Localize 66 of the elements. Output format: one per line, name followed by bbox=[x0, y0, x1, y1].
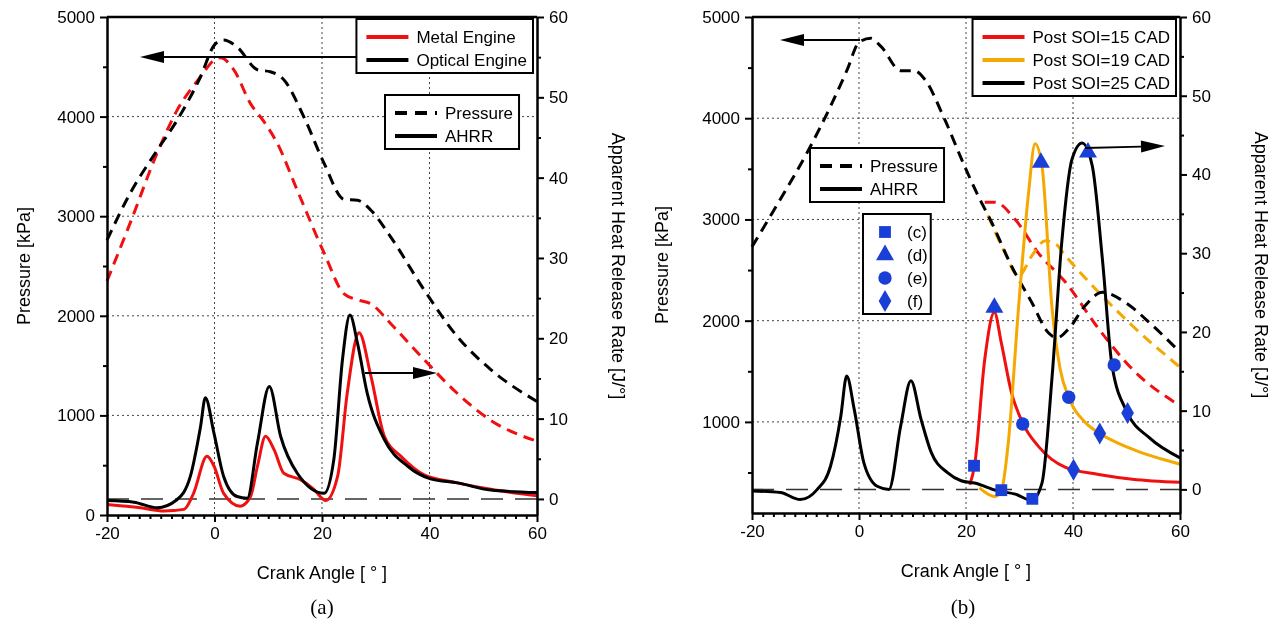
text: (b) bbox=[950, 595, 976, 619]
point bbox=[1016, 417, 1030, 431]
y-tick-label: 5000 bbox=[702, 7, 740, 27]
y2-tick-label: 20 bbox=[549, 329, 568, 349]
y2-tick-label: 0 bbox=[549, 489, 559, 509]
point bbox=[1031, 152, 1050, 168]
annotation: AHRR bbox=[870, 180, 919, 199]
x-tick-label: -20 bbox=[95, 524, 120, 544]
y-axis-title: Pressure [kPa] bbox=[652, 205, 672, 325]
point bbox=[1062, 390, 1076, 404]
y2-tick-label: 50 bbox=[1192, 86, 1211, 106]
y-tick-label: 5000 bbox=[57, 7, 95, 27]
x-tick-label: 40 bbox=[420, 524, 440, 544]
y2-tick-label: 40 bbox=[549, 168, 568, 188]
point bbox=[1078, 142, 1097, 158]
annotation: Pressure bbox=[445, 104, 514, 123]
x-axis-title: Crank Angle [ ° ] bbox=[900, 561, 1032, 581]
y2-tick-label: 60 bbox=[549, 7, 568, 27]
point bbox=[995, 484, 1008, 497]
y2-tick-label: 20 bbox=[1192, 322, 1211, 342]
y2-tick-label: 60 bbox=[1192, 7, 1211, 27]
point bbox=[985, 297, 1004, 313]
y2-axis-title: Apparent Heat Release Rate [J/°] bbox=[608, 132, 628, 400]
y2-tick-label: 30 bbox=[1192, 244, 1211, 264]
y2-axis-title: Apparent Heat Release Rate [J/°] bbox=[1251, 131, 1271, 399]
y-tick-label: 2000 bbox=[702, 311, 740, 331]
x-tick-label: 20 bbox=[313, 524, 332, 544]
y-axis-title: Pressure [kPa] bbox=[14, 206, 34, 326]
y-tick-label: 0 bbox=[85, 505, 95, 525]
y2-tick-label: 10 bbox=[549, 409, 568, 429]
x-axis-title: Crank Angle [ ° ] bbox=[256, 563, 388, 583]
point bbox=[968, 459, 980, 472]
y-tick-label: 1000 bbox=[57, 406, 95, 426]
legend-label: (f) bbox=[907, 292, 924, 311]
x-tick-label: 20 bbox=[957, 522, 976, 542]
x-tick-label: 0 bbox=[854, 522, 865, 542]
y-tick-label: 3000 bbox=[702, 210, 740, 230]
y2-tick-label: 0 bbox=[1192, 480, 1202, 500]
x-tick-label: 60 bbox=[528, 524, 547, 544]
legend-label: (d) bbox=[907, 246, 928, 265]
x-tick-label: 60 bbox=[1171, 522, 1190, 542]
y-tick-label: 4000 bbox=[702, 109, 740, 129]
annotation: AHRR bbox=[445, 127, 494, 146]
y-tick-label: 2000 bbox=[57, 306, 95, 326]
legend-label: (c) bbox=[907, 223, 927, 242]
line-series bbox=[977, 142, 1182, 498]
legend-label: Optical Engine bbox=[416, 51, 527, 70]
x-tick-label: 40 bbox=[1064, 522, 1083, 542]
annotation: Pressure bbox=[870, 157, 939, 176]
x-tick-label: -20 bbox=[740, 522, 765, 542]
y2-tick-label: 10 bbox=[1192, 401, 1211, 421]
y2-tick-label: 40 bbox=[1192, 165, 1211, 185]
y2-tick-label: 50 bbox=[549, 88, 568, 108]
legend-label: Post SOI=25 CAD bbox=[1032, 74, 1170, 93]
y-tick-label: 4000 bbox=[57, 107, 95, 127]
x-tick-label: 0 bbox=[210, 524, 220, 544]
legend-label: Post SOI=19 CAD bbox=[1032, 51, 1170, 70]
y-tick-label: 3000 bbox=[57, 207, 95, 227]
legend-label: Metal Engine bbox=[416, 28, 516, 47]
point bbox=[1107, 358, 1121, 372]
y2-tick-label: 30 bbox=[549, 248, 568, 268]
text: (a) bbox=[310, 595, 334, 619]
point bbox=[1026, 492, 1039, 505]
legend-label: (e) bbox=[907, 269, 928, 288]
legend-label: Post SOI=15 CAD bbox=[1032, 28, 1170, 47]
y-tick-label: 1000 bbox=[702, 412, 740, 432]
